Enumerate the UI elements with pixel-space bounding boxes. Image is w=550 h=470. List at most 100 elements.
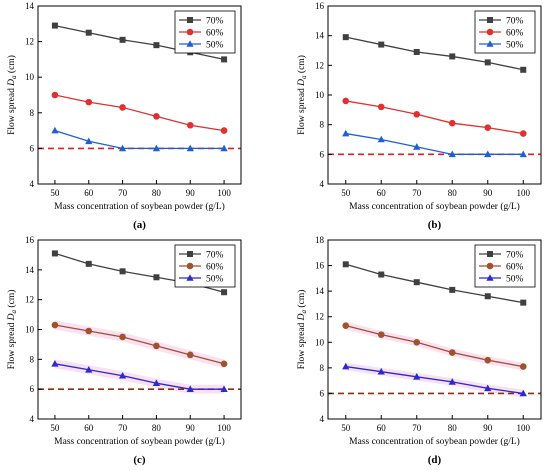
x-tick-label: 60: [84, 188, 94, 198]
x-tick-label: 80: [152, 188, 162, 198]
marker-triangle: [519, 150, 527, 158]
legend-label: 70%: [206, 17, 224, 27]
y-tick-label: 8: [320, 363, 325, 373]
marker-circle: [377, 103, 385, 111]
y-tick-label: 8: [320, 120, 325, 130]
y-tick-label: 16: [315, 1, 325, 11]
marker-square: [449, 53, 456, 60]
marker-circle: [186, 351, 194, 359]
chart-panel-2: 50 60 70 80 90 100 4 6 8 10 12 14 16 Mass concentrati…: [296, 1, 542, 231]
y-tick-label: 18: [315, 235, 325, 245]
y-tick-label: 8: [30, 108, 35, 118]
y-tick-label: 6: [320, 149, 325, 159]
marker-triangle: [220, 144, 228, 152]
x-tick-label: 100: [217, 188, 231, 198]
y-tick-label: 14: [315, 286, 325, 296]
legend-label: 60%: [506, 263, 524, 273]
x-tick-label: 60: [377, 423, 387, 433]
chart-panel-4: 50 60 70 80 90 100 4 6 8 10 12 14 16 18 Mass concentra…: [296, 235, 542, 466]
series-line: [345, 100, 524, 135]
y-tick-label: 8: [30, 354, 35, 364]
legend-label: 60%: [206, 263, 224, 273]
y-tick-label: 10: [315, 337, 325, 347]
x-tick-label: 90: [186, 188, 196, 198]
marker-triangle: [377, 367, 385, 375]
marker-triangle: [448, 150, 456, 158]
y-tick-label: 14: [25, 265, 35, 275]
chart-panel-1: 50 60 70 80 90 100 4 6 8 10 12 14 Mass concentration…: [6, 1, 242, 231]
marker-circle: [186, 262, 194, 270]
marker-circle: [519, 130, 527, 137]
marker-triangle: [152, 144, 161, 152]
legend-label: 60%: [506, 29, 524, 39]
marker-circle: [220, 360, 228, 368]
marker-circle: [153, 342, 160, 350]
marker-square: [520, 66, 527, 73]
marker-circle: [484, 124, 492, 131]
marker-triangle: [186, 144, 194, 152]
series-line: [54, 94, 225, 132]
series-line: [345, 263, 524, 304]
marker-triangle: [51, 360, 59, 367]
marker-triangle: [118, 144, 127, 152]
legend-label: 60%: [206, 29, 224, 39]
marker-circle: [519, 363, 527, 370]
y-tick-label: 12: [25, 295, 34, 305]
marker-triangle: [413, 143, 421, 150]
chart-panel-3: 50 60 70 80 90 100 4 6 8 10 12 14 16 Mass concentrati…: [6, 235, 242, 466]
y-tick-label: 12: [315, 312, 324, 322]
error-band: [54, 320, 225, 369]
marker-triangle: [186, 385, 194, 392]
panel-label: (d): [428, 454, 442, 466]
panel-label: (c): [133, 454, 146, 466]
marker-circle: [186, 28, 194, 36]
marker-square: [484, 59, 491, 66]
marker-triangle: [118, 371, 127, 379]
x-axis-label: Mass concentration of soybean powder (g/…: [349, 436, 520, 447]
legend-label: 70%: [506, 251, 524, 261]
y-tick-label: 16: [315, 261, 325, 271]
y-tick-label: 14: [315, 31, 325, 41]
x-tick-label: 100: [517, 423, 531, 433]
x-tick-label: 60: [84, 423, 94, 433]
marker-square: [484, 293, 491, 300]
marker-triangle: [448, 378, 456, 385]
series-line: [54, 129, 225, 150]
x-axis-label: Mass concentration of soybean powder (g/…: [54, 201, 225, 212]
marker-square: [378, 41, 385, 48]
marker-square: [187, 17, 193, 23]
x-tick-label: 80: [448, 423, 458, 433]
marker-triangle: [486, 274, 494, 281]
series-line: [54, 363, 225, 390]
legend-label: 50%: [506, 275, 524, 285]
marker-circle: [448, 349, 456, 356]
series-line: [54, 24, 225, 61]
y-tick-label: 12: [315, 60, 324, 70]
marker-triangle: [342, 129, 350, 137]
marker-circle: [342, 322, 350, 329]
series-line: [345, 365, 524, 395]
marker-circle: [413, 110, 421, 118]
x-tick-label: 50: [341, 188, 351, 198]
x-tick-label: 80: [152, 423, 162, 433]
x-tick-label: 80: [448, 188, 458, 198]
x-axis-label: Mass concentration of soybean powder (g/…: [54, 436, 225, 447]
marker-square: [119, 36, 126, 43]
legend-label: 50%: [206, 41, 224, 51]
y-tick-label: 6: [320, 388, 325, 398]
series-line: [345, 132, 524, 155]
legend-label: 70%: [506, 17, 524, 27]
series-line: [345, 325, 524, 368]
marker-circle: [186, 121, 194, 129]
x-tick-label: 100: [517, 188, 531, 198]
marker-circle: [119, 104, 126, 111]
marker-square: [85, 260, 92, 267]
y-axis-label: Flow spread Da (cm): [296, 290, 308, 370]
x-tick-label: 90: [483, 423, 493, 433]
marker-circle: [85, 327, 93, 335]
marker-circle: [342, 97, 350, 105]
error-band: [345, 321, 524, 371]
marker-square: [413, 48, 420, 55]
marker-circle: [484, 356, 492, 364]
